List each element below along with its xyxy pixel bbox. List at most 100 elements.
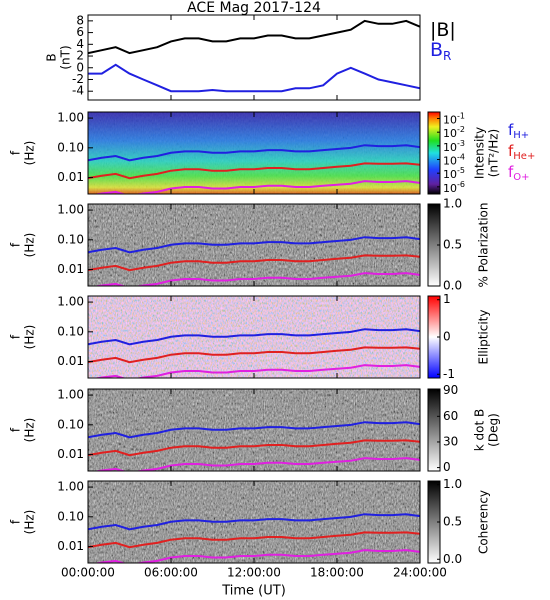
y-tick-label: 1.00 — [57, 388, 84, 402]
colorbar-tick-label: 1.0 — [443, 477, 462, 491]
colorbar-tick-exponent: -4 — [457, 152, 465, 161]
legend-subscript: R — [443, 49, 451, 63]
y-tick-label: 0.01 — [57, 170, 84, 184]
series-line — [88, 162, 420, 180]
series-line — [88, 254, 420, 272]
y-tick-label: 4 — [76, 37, 84, 51]
colorbar-tick-label: 0.5 — [443, 515, 462, 529]
colorbar-tick-base: 10 — [443, 182, 457, 195]
colorbar-tick-base: 10 — [443, 127, 457, 140]
colorbar-tick-label: 90 — [443, 383, 458, 397]
y-axis-unit: (Hz) — [23, 233, 37, 258]
colorbar-tick-base: 10 — [443, 168, 457, 181]
series-line — [88, 531, 420, 549]
colorbar-tick-label: 10-1 — [443, 111, 465, 127]
series-line — [88, 421, 420, 439]
y-tick-label: 0.10 — [57, 140, 84, 154]
y-axis-unit: (Hz) — [23, 325, 37, 350]
colorbar-unit: (nT²/Hz) — [487, 129, 501, 177]
y-tick-label: 0.10 — [57, 324, 84, 338]
y-tick-label: 6 — [76, 25, 84, 39]
legend-name: f — [508, 163, 514, 181]
legend-name: f — [508, 121, 514, 139]
legend-entry: fHe+ — [508, 142, 535, 163]
x-tick-label: 00:00:00 — [61, 566, 115, 580]
legend-subscript: H+ — [513, 130, 529, 141]
frame — [87, 14, 421, 101]
colorbar-tick-label: 10-2 — [443, 125, 465, 141]
legend-entry: BR — [430, 39, 451, 63]
y-axis-unit: (Hz) — [23, 510, 37, 535]
colorbar-tick-base: 10 — [443, 114, 457, 127]
y-axis-label: B — [45, 53, 59, 61]
legend-entry: |B| — [430, 19, 456, 41]
legend-name: B — [430, 39, 443, 61]
legend-subscript: O+ — [513, 172, 529, 183]
y-tick-label: 0.01 — [57, 262, 84, 276]
x-tick-label: 18:00:00 — [310, 566, 364, 580]
y-tick-label: 1.00 — [57, 203, 84, 217]
colorbar — [427, 388, 441, 472]
colorbar-tick-label: 0 — [443, 330, 451, 344]
legend-name: f — [508, 142, 514, 160]
y-axis-label: f — [9, 519, 23, 524]
colorbar-label: Coherency — [477, 490, 491, 554]
x-tick-label: 24:00:00 — [393, 566, 447, 580]
colorbar-tick-label: 30 — [443, 434, 458, 448]
colorbar-tick-base: 10 — [443, 155, 457, 168]
y-tick-label: 1.00 — [57, 111, 84, 125]
y-axis-label: f — [9, 242, 23, 247]
x-tick-label: 06:00:00 — [144, 566, 198, 580]
legend-name: |B| — [430, 19, 456, 41]
legend-entry: fO+ — [508, 163, 530, 184]
y-tick-label: 0.10 — [57, 417, 84, 431]
y-axis-unit: (Hz) — [23, 418, 37, 443]
colorbar-tick-label: 10-4 — [443, 152, 465, 168]
series-line — [88, 236, 420, 254]
colorbar-tick-exponent: -3 — [457, 138, 465, 147]
colorbar-unit: (Deg) — [487, 413, 501, 447]
y-tick-label: 0.01 — [57, 447, 84, 461]
colorbar-tick-label: 10-3 — [443, 138, 465, 154]
colorbar-tick-label: 10-6 — [443, 179, 465, 195]
colorbar-label: Ellipticity — [477, 310, 491, 365]
y-tick-label: 0.01 — [57, 539, 84, 553]
y-tick-label: 0.01 — [57, 354, 84, 368]
y-tick-label: 2 — [76, 49, 84, 63]
colorbar-tick-exponent: -6 — [457, 179, 465, 188]
y-axis-label: f — [9, 150, 23, 155]
y-tick-label: -4 — [72, 84, 84, 98]
y-tick-label: 0.10 — [57, 509, 84, 523]
series-line — [88, 19, 420, 55]
x-axis-label: Time (UT) — [221, 584, 286, 599]
y-tick-label: 8 — [76, 13, 84, 27]
colorbar-label: % Polarization — [477, 203, 491, 288]
y-tick-label: 0.10 — [57, 232, 84, 246]
colorbar-tick-label: 10-5 — [443, 166, 465, 182]
colorbar-tick-exponent: -1 — [457, 111, 465, 120]
chart-title: ACE Mag 2017-124 — [187, 0, 321, 16]
legend-subscript: He+ — [513, 151, 535, 162]
colorbar-label: Intensity — [473, 127, 487, 179]
series-line — [88, 63, 420, 93]
y-axis-label: f — [9, 427, 23, 432]
colorbar-tick-label: 0 — [443, 460, 451, 474]
colorbar-tick-label: 0.5 — [443, 238, 462, 252]
colorbar-tick-label: 1.0 — [443, 197, 462, 211]
y-tick-label: 1.00 — [57, 295, 84, 309]
colorbar-tick-label: 60 — [443, 409, 458, 423]
colorbar-tick-label: -1 — [443, 367, 455, 381]
plot-area — [88, 19, 420, 93]
series-line — [88, 346, 420, 364]
y-tick-label: -2 — [72, 72, 84, 86]
colorbar-label: k dot B — [473, 409, 487, 451]
y-tick-label: 1.00 — [57, 480, 84, 494]
series-line — [88, 328, 420, 346]
legend-entry: fH+ — [508, 121, 529, 142]
y-axis-unit: (nT) — [59, 45, 73, 69]
y-tick-label: 0 — [76, 60, 84, 74]
y-axis-label: f — [9, 334, 23, 339]
colorbar — [427, 111, 441, 195]
